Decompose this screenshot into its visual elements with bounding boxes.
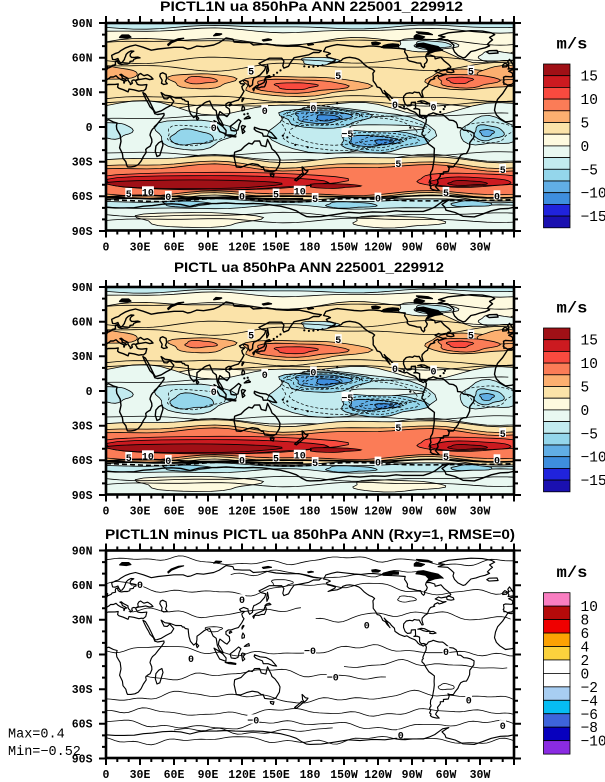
svg-text:90E: 90E [198,506,219,519]
svg-text:Min=−0.52: Min=−0.52 [8,745,81,760]
svg-text:150W: 150W [330,769,358,782]
svg-text:30E: 30E [130,242,151,255]
svg-text:60E: 60E [164,242,185,255]
svg-text:m/s: m/s [557,36,588,54]
svg-text:10: 10 [581,93,598,109]
svg-text:150W: 150W [330,242,358,255]
svg-text:90W: 90W [402,769,423,782]
svg-text:Max=0.4: Max=0.4 [8,728,65,743]
svg-text:60S: 60S [72,455,93,468]
svg-text:90E: 90E [198,242,219,255]
svg-text:60W: 60W [436,769,457,782]
svg-text:30N: 30N [72,615,93,628]
svg-text:90N: 90N [72,545,93,558]
svg-text:60S: 60S [72,191,93,204]
svg-text:30E: 30E [130,769,151,782]
svg-text:0: 0 [86,386,93,399]
svg-text:30S: 30S [72,157,93,170]
svg-text:5: 5 [581,381,590,397]
svg-text:30N: 30N [72,351,93,364]
svg-text:120E: 120E [228,769,256,782]
svg-text:PICTL1N ua 850hPa ANN 225001_2: PICTL1N ua 850hPa ANN 225001_229912 [160,0,463,14]
svg-text:−5: −5 [581,163,598,179]
svg-text:15: 15 [581,334,598,350]
svg-text:0: 0 [581,667,590,683]
svg-text:10: 10 [581,357,598,373]
svg-text:90W: 90W [402,242,423,255]
svg-text:90W: 90W [402,506,423,519]
svg-text:−15: −15 [581,210,605,226]
svg-text:90E: 90E [198,769,219,782]
svg-text:180: 180 [300,242,321,255]
svg-text:−10: −10 [581,735,605,751]
svg-text:30E: 30E [130,506,151,519]
svg-text:60W: 60W [436,506,457,519]
svg-text:150W: 150W [330,506,358,519]
svg-text:−6: −6 [581,708,598,724]
svg-text:0: 0 [103,242,110,255]
svg-text:90N: 90N [72,18,93,31]
svg-text:PICTL ua 850hPa ANN 225001_229: PICTL ua 850hPa ANN 225001_229912 [174,260,444,275]
svg-text:8: 8 [581,614,590,630]
svg-text:120W: 120W [364,506,392,519]
svg-text:60N: 60N [72,53,93,66]
svg-text:m/s: m/s [557,564,588,582]
svg-text:60S: 60S [72,719,93,732]
svg-text:10: 10 [581,600,598,616]
svg-text:PICTL1N minus PICTL ua 850hPa: PICTL1N minus PICTL ua 850hPa ANN (Rxy=1… [105,527,515,542]
svg-text:150E: 150E [262,769,290,782]
svg-text:150E: 150E [262,242,290,255]
svg-text:30S: 30S [72,421,93,434]
svg-text:30S: 30S [72,684,93,697]
svg-text:−4: −4 [581,694,598,710]
svg-text:0: 0 [103,506,110,519]
svg-text:0: 0 [581,404,590,420]
svg-text:−2: −2 [581,681,598,697]
svg-text:30W: 30W [470,506,491,519]
svg-text:0: 0 [86,122,93,135]
svg-text:60W: 60W [436,242,457,255]
svg-text:−5: −5 [581,427,598,443]
svg-text:30W: 30W [470,769,491,782]
svg-text:−8: −8 [581,721,598,737]
svg-text:−10: −10 [581,187,605,203]
svg-text:30N: 30N [72,87,93,100]
svg-text:30W: 30W [470,242,491,255]
svg-text:90S: 90S [72,753,93,766]
svg-text:120E: 120E [228,506,256,519]
svg-text:60N: 60N [72,580,93,593]
svg-text:180: 180 [300,506,321,519]
svg-text:120W: 120W [364,769,392,782]
svg-text:90N: 90N [72,282,93,295]
svg-text:0: 0 [86,649,93,662]
svg-text:−10: −10 [581,451,605,467]
svg-text:2: 2 [581,654,590,670]
svg-text:60E: 60E [164,769,185,782]
svg-text:m/s: m/s [557,300,588,318]
svg-text:5: 5 [581,117,590,133]
svg-text:120W: 120W [364,242,392,255]
svg-text:6: 6 [581,627,590,643]
svg-text:0: 0 [581,140,590,156]
svg-text:0: 0 [103,769,110,782]
svg-text:120E: 120E [228,242,256,255]
svg-text:150E: 150E [262,506,290,519]
svg-text:−15: −15 [581,474,605,490]
svg-text:15: 15 [581,70,598,86]
svg-text:180: 180 [300,769,321,782]
svg-text:90S: 90S [72,226,93,239]
svg-text:60N: 60N [72,317,93,330]
svg-text:90S: 90S [72,490,93,503]
svg-text:60E: 60E [164,506,185,519]
svg-text:4: 4 [581,641,590,657]
